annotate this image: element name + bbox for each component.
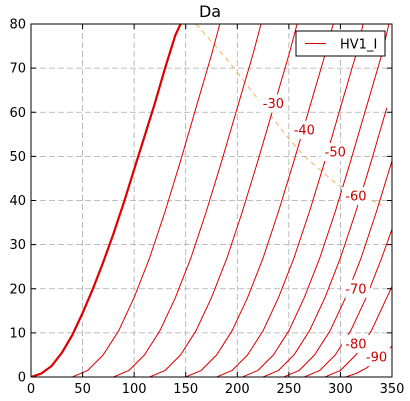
family-curve-5 [242, 24, 390, 377]
family-curve-0 [72, 24, 221, 377]
family-curve-6 [262, 107, 388, 377]
curve-label-bg-0 [259, 94, 288, 113]
y-tick-label-3: 30 [9, 238, 26, 253]
x-tick-label-6: 300 [328, 382, 353, 397]
curve-label-0: -30 [263, 97, 284, 112]
family-curve-1 [113, 24, 262, 377]
curve-label-5: -80 [345, 337, 366, 352]
x-tick-label-0: 0 [27, 382, 35, 397]
legend-label: HV1_I [340, 38, 377, 53]
grid [31, 24, 392, 377]
family-curve-7 [283, 160, 392, 377]
family-curve-2 [149, 24, 298, 377]
y-tick-label-2: 20 [9, 282, 26, 297]
curve-label-bg-1 [290, 120, 319, 139]
y-tick-label-0: 0 [18, 371, 26, 386]
family-curve-3 [185, 24, 334, 377]
curve-label-4: -70 [345, 282, 366, 297]
x-tick-label-3: 150 [173, 382, 198, 397]
curve-label-3: -60 [345, 190, 366, 205]
axis-ticks: 0 50 100 150 200 250 300 350 0 10 20 30 40 50 60 70 80 [9, 18, 404, 398]
curve-label-bg-3 [341, 187, 370, 206]
y-tick-label-7: 70 [9, 62, 26, 77]
y-tick-label-5: 50 [9, 150, 26, 165]
curve-label-6: -90 [366, 351, 387, 366]
x-tick-label-1: 50 [74, 382, 91, 397]
x-tick-label-5: 250 [276, 382, 301, 397]
y-tick-label-8: 80 [9, 18, 26, 33]
x-tick-label-2: 100 [122, 382, 147, 397]
y-tick-label-4: 40 [9, 194, 26, 209]
x-tick-label-7: 350 [380, 382, 405, 397]
curve-label-bg-6 [362, 348, 391, 367]
plot-area: -30 -40 -50 -60 -70 -80-90 [31, 24, 392, 377]
y-tick-label-6: 60 [9, 106, 26, 121]
legend: HV1_I [295, 30, 386, 57]
main-curve [31, 24, 182, 377]
y-tick-label-1: 10 [9, 326, 26, 341]
curve-label-1: -40 [294, 123, 315, 138]
curve-label-bg-4 [341, 279, 370, 298]
family-curve-8 [304, 229, 392, 377]
curve-label-2: -50 [325, 145, 346, 160]
family-curve-4 [216, 24, 364, 377]
x-tick-label-4: 200 [225, 382, 250, 397]
curve-label-bg-2 [321, 142, 350, 161]
series-group: -30 -40 -50 -60 -70 -80-90 [31, 24, 392, 377]
chart-title: Da [199, 2, 221, 21]
